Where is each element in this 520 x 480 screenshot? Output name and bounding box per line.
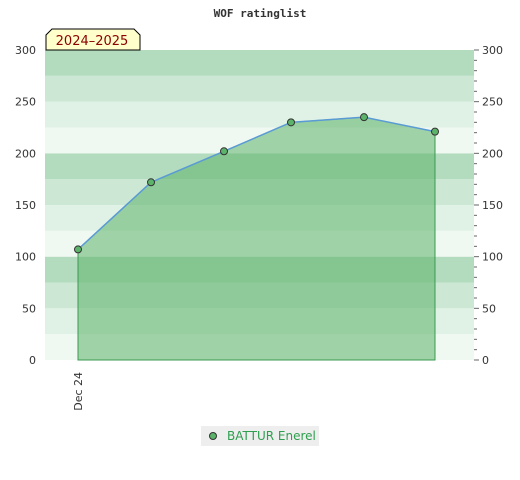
- y-tick-label-left: 150: [15, 199, 36, 212]
- season-badge-label: 2024–2025: [56, 34, 129, 49]
- data-point: [74, 245, 82, 254]
- y-tick-label-left: 250: [15, 96, 36, 109]
- data-point: [360, 113, 368, 122]
- background-band: [45, 75, 474, 102]
- x-tick-label: Dec 24: [72, 372, 85, 411]
- chart-title: WOF ratinglist: [214, 7, 307, 20]
- season-badge: 2024–2025: [45, 28, 141, 51]
- data-point: [287, 118, 295, 127]
- y-tick-label-left: 300: [15, 44, 36, 57]
- series-line: [77, 116, 436, 250]
- y-tick-label-left: 0: [29, 354, 36, 367]
- plot-area: [74, 113, 439, 361]
- axes: 0 0 50 50 100 100 150 150 200 200 250 250 300 300 Dec …: [15, 44, 503, 411]
- y-tick-label-right: 150: [482, 199, 503, 212]
- background-band: [45, 50, 474, 76]
- data-point: [431, 127, 439, 136]
- season-badge-shape: [45, 28, 141, 51]
- y-tick-label-right: 0: [482, 354, 489, 367]
- y-tick-label-right: 200: [482, 147, 503, 160]
- legend-background: [201, 426, 319, 446]
- y-tick-label-left: 100: [15, 251, 36, 264]
- y-tick-label-right: 100: [482, 251, 503, 264]
- y-tick-label-left: 200: [15, 147, 36, 160]
- y-tick-label-left: 50: [22, 302, 36, 315]
- y-tick-label-right: 250: [482, 96, 503, 109]
- y-tick-label-right: 300: [482, 44, 503, 57]
- y-tick-label-right: 50: [482, 302, 496, 315]
- legend: BATTUR Enerel: [201, 426, 319, 446]
- data-point: [220, 147, 228, 156]
- data-point: [147, 178, 155, 187]
- legend-marker: [209, 432, 217, 440]
- background-band: [45, 101, 474, 128]
- legend-label: BATTUR Enerel: [227, 429, 316, 443]
